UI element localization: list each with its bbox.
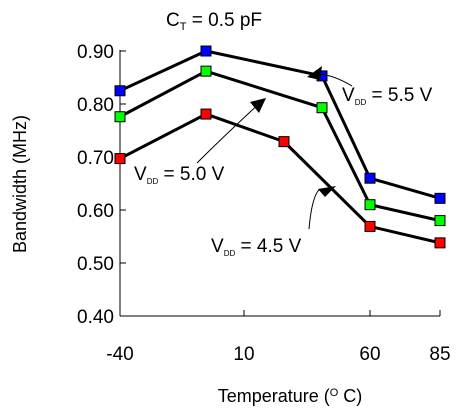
series-2-point-1 [200,108,212,120]
chart-title-rest: = 0.5 pF [186,10,262,31]
x-ticks: -40 10 60 85 [106,310,451,365]
chart-title-main: C [166,10,180,31]
arrow-vdd-5-0 [196,100,263,164]
series-label-vdd-4-5-rest: = 4.5 V [235,236,301,257]
series-1-point-3 [364,199,376,211]
y-tick-label-5: 0.90 [77,42,114,63]
series-label-vdd-5-0-main: V [134,164,147,185]
series-1-point-4 [434,215,446,227]
arrow-vdd-5-5-head [307,66,322,80]
y-tick-label-0: 0.40 [77,307,114,328]
series-label-vdd-5-5-main: V [342,85,355,106]
annotation-arrows [196,66,353,230]
series-2-point-0 [114,153,126,165]
x-tick-label-1: 10 [233,344,254,365]
chart-title: CT = 0.5 pF [166,10,262,33]
x-tick-label-0: -40 [106,344,133,365]
series-label-vdd-4-5: VDD = 4.5 V [211,236,302,258]
series-2-point-4 [434,237,446,249]
x-axis-label-main: Temperature ( [218,386,330,406]
series-label-vdd-5-5-sub: DD [355,98,367,107]
series-1-point-0 [114,111,126,123]
series-label-vdd-5-0-rest: = 5.0 V [158,164,224,185]
x-tick-label-3: 85 [429,344,450,365]
x-axis-label: Temperature (O C) [218,386,363,406]
series-label-vdd-5-0: VDD = 5.0 V [134,164,225,186]
y-tick-label-1: 0.50 [77,254,114,275]
y-ticks: 0.40 0.50 0.60 0.70 0.80 0.90 [77,42,126,328]
y-axis-label: Bandwidth (MHz) [10,115,30,253]
x-tick-label-2: 60 [359,344,380,365]
chart-title-sub: T [180,21,187,33]
series-0-point-1 [200,45,212,57]
series-0-point-0 [114,85,126,97]
series-group [114,45,446,249]
series-2-point-2 [278,136,290,148]
y-tick-label-2: 0.60 [77,201,114,222]
y-tick-label-3: 0.70 [77,148,114,169]
series-label-vdd-5-5-rest: = 5.5 V [366,85,432,106]
series-label-vdd-4-5-main: V [211,236,224,257]
x-axis-label-rest: C) [338,386,362,406]
series-label-vdd-4-5-sub: DD [224,249,236,258]
series-0-point-4 [434,192,446,204]
arrow-vdd-4-5-head [318,186,336,197]
arrow-vdd-4-5 [308,188,321,230]
arrow-vdd-5-0-head [250,98,266,113]
series-label-vdd-5-5: VDD = 5.5 V [342,85,433,107]
series-0-point-3 [364,172,376,184]
y-tick-label-4: 0.80 [77,95,114,116]
series-label-vdd-5-0-sub: DD [147,177,159,186]
x-axis-label-sup: O [330,387,339,399]
series-1-point-2 [316,102,328,114]
series-1-point-1 [200,65,212,77]
series-2-point-3 [364,220,376,232]
